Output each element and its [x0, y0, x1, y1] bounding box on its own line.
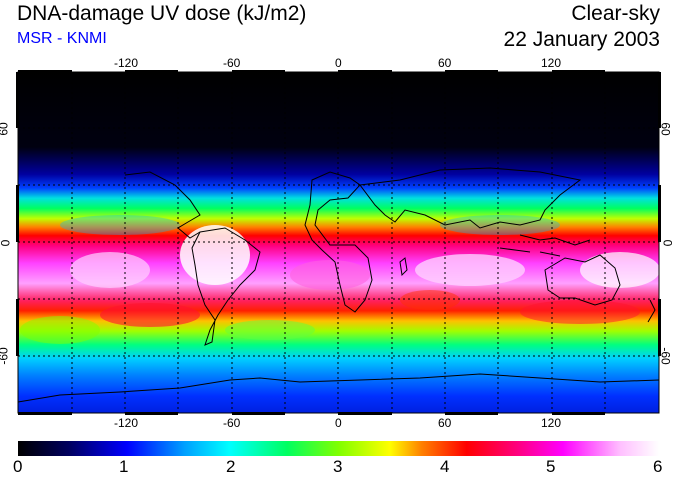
- lat-tick-left: 60: [0, 122, 11, 136]
- map-title: DNA-damage UV dose (kJ/m2): [17, 2, 307, 25]
- colorbar-label: 4: [440, 457, 450, 476]
- colorbar-label: 3: [333, 457, 343, 476]
- lon-tick-bottom: 120: [541, 416, 562, 430]
- lat-tick-left: 0: [0, 240, 12, 247]
- lon-tick-top: -60: [223, 56, 241, 70]
- lat-tick-right: 60: [658, 122, 673, 136]
- lon-tick-top: -120: [114, 56, 139, 70]
- lon-tick-top: 120: [541, 56, 562, 70]
- lat-tick-right: 0: [660, 239, 675, 247]
- lon-tick-bottom: 0: [335, 416, 342, 430]
- lon-tick-bottom: -60: [223, 416, 241, 430]
- coastlines: [18, 167, 659, 403]
- lon-tick-top: 60: [438, 56, 452, 70]
- lat-tick-right: -60: [658, 347, 673, 365]
- map-border: [16, 70, 661, 415]
- colorbar-label: 6: [653, 457, 663, 476]
- graticule: [18, 72, 659, 413]
- lon-tick-top: 0: [335, 56, 342, 70]
- lon-tick-bottom: 60: [438, 416, 452, 430]
- lat-tick-left: -60: [0, 347, 11, 365]
- colorbar-label: 1: [119, 457, 129, 476]
- colorbar-label: 0: [13, 457, 23, 476]
- map-date: 22 January 2003: [503, 28, 660, 51]
- colorbar-label: 2: [226, 457, 236, 476]
- colorbar-label: 5: [546, 457, 556, 476]
- sky-condition: Clear-sky: [571, 2, 660, 25]
- map-source: MSR - KNMI: [17, 30, 107, 47]
- lon-tick-bottom: -120: [114, 416, 139, 430]
- colorbar: [18, 441, 659, 456]
